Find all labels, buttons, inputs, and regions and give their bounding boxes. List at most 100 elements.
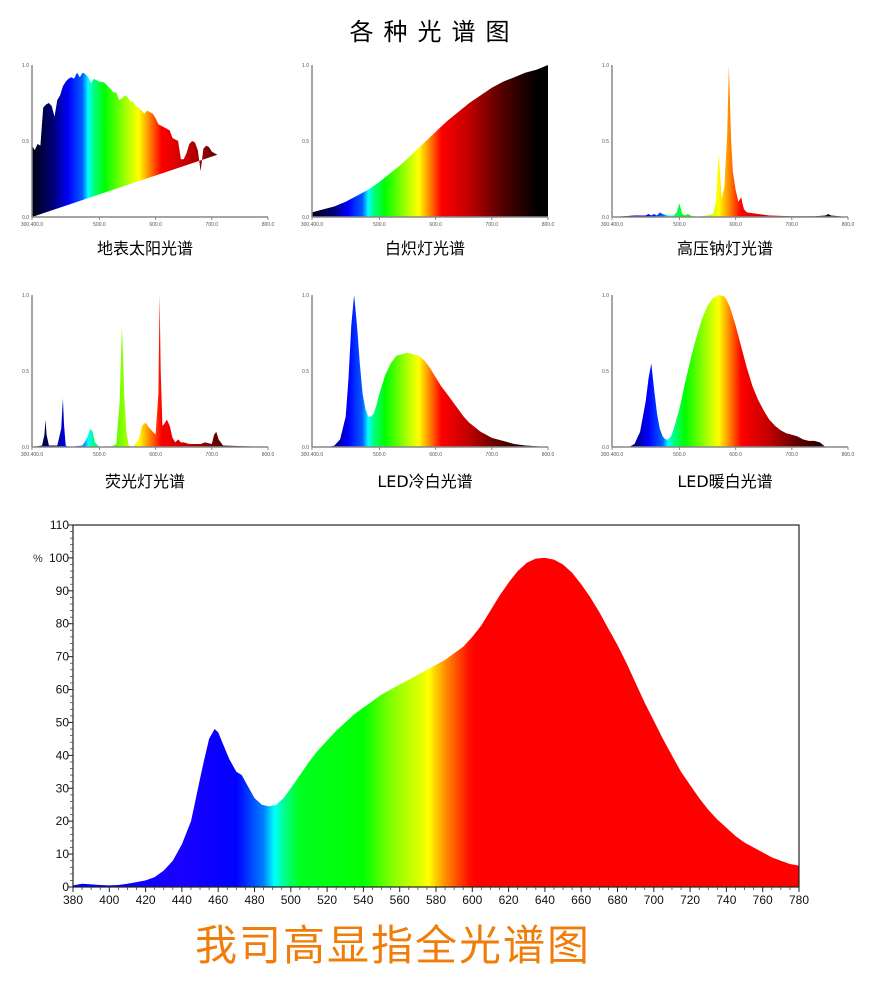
svg-text:1.0: 1.0: [22, 63, 29, 69]
svg-text:0.0: 0.0: [602, 215, 609, 221]
chart-incandescent-svg: 0.0 0.5 1.0 300.400.0 500.0 600.0 700.0 800.0: [301, 63, 555, 228]
svg-text:0.0: 0.0: [22, 215, 29, 221]
svg-text:800.0: 800.0: [262, 222, 275, 228]
svg-text:600.0: 600.0: [149, 222, 162, 228]
svg-text:720: 720: [680, 893, 700, 907]
spectrum-area: [32, 72, 218, 217]
svg-text:700: 700: [644, 893, 664, 907]
chart-full-spectrum-svg: 0 10 20 30 40 50 60 70 80 90 100 110% 380 400 420 440 46…: [33, 518, 809, 907]
svg-text:0.5: 0.5: [602, 139, 609, 145]
svg-text:660: 660: [571, 893, 591, 907]
svg-text:500.0: 500.0: [673, 222, 686, 228]
svg-text:110: 110: [50, 518, 69, 532]
chart-sodium-label: 高压钠灯光谱: [676, 239, 773, 258]
spectrum-area: [312, 65, 548, 217]
svg-text:800.0: 800.0: [842, 222, 855, 228]
svg-text:800.0: 800.0: [262, 452, 275, 458]
chart-incandescent-label: 白炽灯光谱: [384, 239, 465, 258]
svg-text:700.0: 700.0: [486, 452, 499, 458]
chart-fluorescent: 0.0 0.5 1.0 300.400.0 500.0 600.0 700.0 800.0 荧…: [10, 285, 280, 491]
svg-text:700.0: 700.0: [206, 222, 219, 228]
svg-text:480: 480: [244, 893, 264, 907]
svg-text:%: %: [33, 553, 43, 565]
spectrum-area: [612, 65, 848, 217]
svg-text:780: 780: [789, 893, 809, 907]
svg-text:0.5: 0.5: [22, 369, 29, 375]
spectrum-area: [32, 295, 268, 447]
svg-text:700.0: 700.0: [206, 452, 219, 458]
svg-text:700.0: 700.0: [786, 452, 799, 458]
chart-led-warm-svg: 0.0 0.5 1.0 300.400.0 500.0 600.0 700.0 800.0: [601, 293, 855, 458]
svg-text:580: 580: [426, 893, 446, 907]
svg-text:540: 540: [353, 893, 373, 907]
svg-text:600: 600: [462, 893, 482, 907]
chart-sunlight-svg: 0.0 0.5 1.0 300.400.0 500.0 600.0 700.0 800.0: [21, 63, 275, 228]
svg-text:600.0: 600.0: [149, 452, 162, 458]
footer-caption: 我司高显指全光谱图: [195, 921, 592, 970]
svg-text:50: 50: [56, 715, 70, 729]
chart-sunlight-label: 地表太阳光谱: [96, 239, 193, 258]
svg-text:100: 100: [49, 551, 69, 565]
svg-text:0: 0: [62, 880, 69, 894]
svg-text:380: 380: [63, 893, 83, 907]
chart-sodium-svg: 0.0 0.5 1.0 300.400.0 500.0 600.0 700.0 800.0: [601, 63, 855, 228]
svg-text:0.0: 0.0: [302, 215, 309, 221]
svg-text:40: 40: [56, 748, 70, 762]
svg-text:0.5: 0.5: [302, 369, 309, 375]
svg-text:800.0: 800.0: [542, 452, 555, 458]
svg-text:0.0: 0.0: [602, 445, 609, 451]
svg-text:0.5: 0.5: [302, 139, 309, 145]
svg-text:60: 60: [56, 683, 70, 697]
svg-text:760: 760: [753, 893, 773, 907]
svg-text:1.0: 1.0: [602, 293, 609, 299]
svg-text:600.0: 600.0: [729, 452, 742, 458]
svg-text:1.0: 1.0: [302, 293, 309, 299]
svg-text:500: 500: [281, 893, 301, 907]
svg-text:300.400.0: 300.400.0: [601, 222, 623, 228]
svg-text:700.0: 700.0: [786, 222, 799, 228]
svg-text:680: 680: [607, 893, 627, 907]
svg-text:800.0: 800.0: [842, 452, 855, 458]
svg-text:1.0: 1.0: [602, 63, 609, 69]
svg-text:1.0: 1.0: [22, 293, 29, 299]
svg-text:700.0: 700.0: [486, 222, 499, 228]
svg-text:620: 620: [499, 893, 519, 907]
svg-text:560: 560: [390, 893, 410, 907]
svg-text:520: 520: [317, 893, 337, 907]
chart-led-warm-label: LED暖白光谱: [677, 472, 773, 491]
svg-text:10: 10: [56, 847, 70, 861]
chart-fluorescent-label: 荧光灯光谱: [104, 472, 185, 491]
svg-text:300.400.0: 300.400.0: [301, 452, 323, 458]
spectrum-area: [312, 295, 548, 447]
chart-sunlight: 0.0 0.5 1.0 300.400.0 500.0 600.0 700.0 800.0 地…: [10, 55, 280, 258]
chart-high-pressure-sodium: 0.0 0.5 1.0 300.400.0 500.0 600.0 700.0 800.0 高…: [590, 55, 860, 258]
svg-text:20: 20: [56, 814, 70, 828]
svg-text:300.400.0: 300.400.0: [301, 222, 323, 228]
spectrum-area: [612, 295, 826, 447]
chart-led-cool-label: LED冷白光谱: [377, 472, 473, 491]
svg-text:500.0: 500.0: [373, 452, 386, 458]
svg-text:500.0: 500.0: [93, 222, 106, 228]
svg-text:460: 460: [208, 893, 228, 907]
chart-led-warm: 0.0 0.5 1.0 300.400.0 500.0 600.0 700.0 800.0 L…: [590, 285, 860, 491]
svg-text:70: 70: [56, 650, 70, 664]
chart-led-cool: 0.0 0.5 1.0 300.400.0 500.0 600.0 700.0 800.0 L…: [290, 285, 560, 491]
chart-led-cool-svg: 0.0 0.5 1.0 300.400.0 500.0 600.0 700.0 800.0: [301, 293, 555, 458]
svg-text:400: 400: [99, 893, 119, 907]
svg-text:640: 640: [535, 893, 555, 907]
chart-fluorescent-svg: 0.0 0.5 1.0 300.400.0 500.0 600.0 700.0 800.0: [21, 293, 275, 458]
svg-text:90: 90: [56, 584, 70, 598]
svg-text:500.0: 500.0: [373, 222, 386, 228]
page-title: 各种光谱图: [349, 18, 520, 46]
svg-text:1.0: 1.0: [302, 63, 309, 69]
svg-text:0.0: 0.0: [302, 445, 309, 451]
svg-text:0.0: 0.0: [22, 445, 29, 451]
svg-text:30: 30: [56, 781, 70, 795]
chart-full-spectrum: 0 10 20 30 40 50 60 70 80 90 100 110% 380 400 420 440 46…: [0, 510, 869, 910]
svg-text:500.0: 500.0: [93, 452, 106, 458]
svg-text:80: 80: [56, 617, 70, 631]
svg-text:500.0: 500.0: [673, 452, 686, 458]
svg-text:800.0: 800.0: [542, 222, 555, 228]
svg-text:600.0: 600.0: [429, 222, 442, 228]
svg-text:420: 420: [136, 893, 156, 907]
